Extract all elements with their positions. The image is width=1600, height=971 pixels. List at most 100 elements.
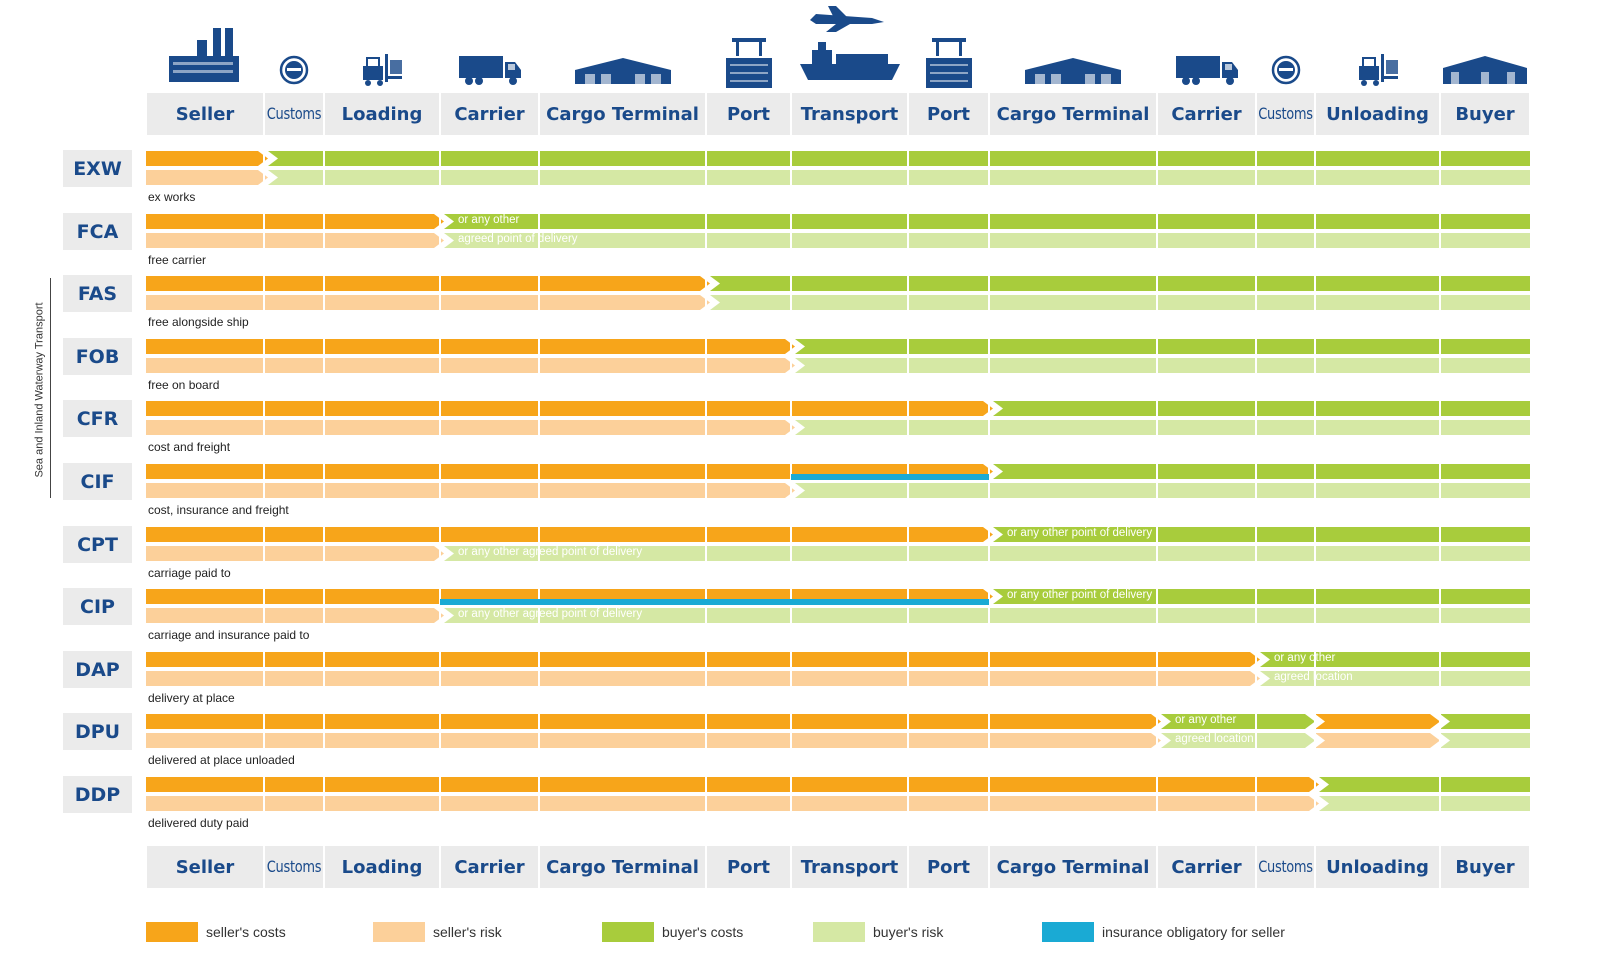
column-label: Carrier (454, 103, 525, 125)
term-code: CPT (63, 526, 132, 563)
column-header-top-0: Seller (147, 93, 263, 135)
column-header-bottom-2: Loading (325, 846, 439, 888)
column-label: Customs (266, 857, 322, 877)
insurance-bar (791, 474, 989, 480)
column-label: Customs (266, 104, 322, 124)
risk-bar (146, 796, 1530, 811)
term-row-exw: EXW ex works (0, 150, 1600, 210)
term-code: DAP (63, 651, 132, 688)
delivery-note-risk: agreed location (1274, 671, 1353, 683)
column-label: Carrier (1171, 103, 1242, 125)
column-header-top-8: Cargo Terminal (990, 93, 1156, 135)
column-header-top-5: Port (707, 93, 790, 135)
term-row-dap: DAP or any other agreed location delivery a… (0, 651, 1600, 711)
column-header-bottom-10: Customs (1257, 846, 1314, 888)
term-code: EXW (63, 150, 132, 187)
risk-bar (146, 546, 1530, 561)
column-label: Seller (175, 103, 235, 125)
delivery-note-cost: or any other point of delivery (1007, 527, 1153, 539)
column-label: Carrier (454, 856, 525, 878)
term-code: CIP (63, 588, 132, 625)
term-row-cfr: CFR cost and freight (0, 400, 1600, 460)
risk-bar (146, 358, 1530, 373)
column-label: Transport (800, 103, 899, 125)
legend-item-buyer-risk: buyer's risk (813, 921, 943, 943)
column-label: Unloading (1326, 103, 1429, 125)
term-description: carriage and insurance paid to (148, 628, 310, 642)
legend-label: insurance obligatory for seller (1102, 924, 1285, 940)
side-bracket-line (50, 278, 51, 498)
term-row-fas: FAS free alongside ship (0, 275, 1600, 335)
column-label: Port (726, 103, 771, 125)
delivery-note-cost: or any other (458, 214, 520, 226)
column-header-top-12: Buyer (1441, 93, 1529, 135)
delivery-note-risk: agreed point of delivery (458, 233, 578, 245)
column-header-bottom-0: Seller (147, 846, 263, 888)
risk-bar (146, 671, 1530, 686)
column-label: Port (726, 856, 771, 878)
legend-swatch (373, 922, 425, 942)
risk-bar (146, 233, 1530, 248)
risk-bar (146, 170, 1530, 185)
cost-bar (146, 527, 1530, 542)
delivery-note-risk: agreed location (1175, 733, 1254, 745)
column-label: Carrier (1171, 856, 1242, 878)
term-row-cpt: CPT or any other point of delivery or any … (0, 526, 1600, 586)
factory-icon (167, 26, 243, 84)
buyer-warehouse-icon (1441, 54, 1529, 84)
delivery-note-cost: or any other (1175, 714, 1237, 726)
term-code: CIF (63, 463, 132, 500)
column-header-bottom-11: Unloading (1316, 846, 1439, 888)
column-header-top-3: Carrier (441, 93, 538, 135)
term-description: free alongside ship (148, 315, 249, 329)
customs-stamp-icon (279, 55, 309, 85)
risk-bar (146, 608, 1530, 623)
column-header-top-11: Unloading (1316, 93, 1439, 135)
delivery-note-cost: or any other (1274, 652, 1336, 664)
column-label: Seller (175, 856, 235, 878)
cost-bar (146, 777, 1530, 792)
warehouse-icon (571, 54, 675, 84)
column-label: Buyer (1455, 103, 1515, 125)
column-label: Customs (1258, 857, 1313, 877)
column-header-bottom-9: Carrier (1158, 846, 1255, 888)
truck-icon (457, 52, 523, 86)
cost-bar (146, 464, 1530, 479)
column-label: Loading (341, 103, 423, 125)
delivery-note-risk: or any other agreed point of delivery (458, 546, 643, 558)
column-header-bottom-6: Transport (792, 846, 907, 888)
cost-bar (146, 214, 1530, 229)
term-code: DPU (63, 713, 132, 750)
forklift-icon (1355, 52, 1401, 86)
legend-item-insurance: insurance obligatory for seller (1042, 921, 1285, 943)
delivery-note-risk: or any other agreed point of delivery (458, 608, 643, 620)
term-code: FAS (63, 275, 132, 312)
term-description: carriage paid to (148, 566, 231, 580)
term-description: delivered at place unloaded (148, 753, 295, 767)
legend-swatch (1042, 922, 1094, 942)
legend-label: seller's risk (433, 924, 502, 940)
risk-bar (146, 483, 1530, 498)
term-code: FCA (63, 213, 132, 250)
term-description: cost and freight (148, 440, 231, 454)
term-description: free on board (148, 378, 220, 392)
term-row-cif: CIF cost, insurance and freight (0, 463, 1600, 523)
cost-bar (146, 339, 1530, 354)
legend-swatch (813, 922, 865, 942)
column-header-bottom-3: Carrier (441, 846, 538, 888)
cost-bar (146, 714, 1530, 729)
column-label: Buyer (1455, 856, 1515, 878)
column-header-top-9: Carrier (1158, 93, 1255, 135)
column-header-top-1: Customs (265, 93, 323, 135)
legend-item-seller-risk: seller's risk (373, 921, 502, 943)
column-header-top-7: Port (909, 93, 988, 135)
column-header-bottom-5: Port (707, 846, 790, 888)
risk-bar (146, 733, 1530, 748)
column-header-top-2: Loading (325, 93, 439, 135)
column-header-top-10: Customs (1257, 93, 1314, 135)
term-description: free carrier (148, 253, 207, 267)
port-crane-icon (924, 36, 974, 88)
cost-bar (146, 151, 1530, 166)
column-label: Cargo Terminal (546, 856, 699, 878)
ship-and-plane-icon (796, 4, 904, 82)
